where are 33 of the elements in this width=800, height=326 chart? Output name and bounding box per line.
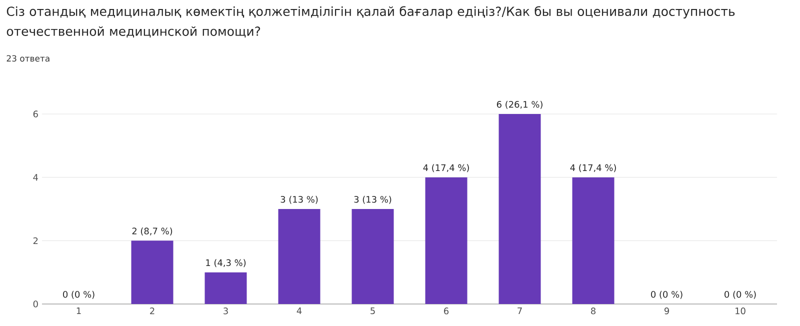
data-label: 3 (13 %) — [280, 196, 318, 204]
x-tick-label: 9 — [664, 308, 669, 314]
chart-title: Сіз отандық медициналық көмектің қолжетімділігін қалай бағалар едіңіз?/Как бы вы оценивали доступность отечественной медицинской помощи? — [6, 6, 735, 38]
bar — [131, 240, 174, 304]
y-tick-label: 6 — [33, 110, 38, 118]
data-label: 0 (0 %) — [724, 290, 756, 299]
bar — [204, 272, 247, 304]
data-label: 0 (0 %) — [651, 290, 682, 299]
y-tick-label: 4 — [33, 174, 38, 181]
data-label: 0 (0 %) — [63, 290, 94, 299]
x-tick-label: 8 — [591, 308, 596, 314]
bar — [278, 209, 320, 304]
x-tick-label: 3 — [224, 308, 228, 314]
x-tick-label: 10 — [736, 308, 746, 314]
x-tick-label: 1 — [76, 308, 81, 314]
data-label: 6 (26,1 %) — [496, 100, 542, 109]
x-tick-label: 5 — [370, 308, 375, 314]
bar — [498, 114, 541, 304]
y-tick-label: 0 — [33, 300, 38, 308]
data-label: 3 (13 %) — [354, 196, 392, 204]
data-label: 4 (17,4 %) — [423, 164, 469, 172]
chart-subtitle: 23 ответа — [6, 55, 50, 62]
x-tick-label: 4 — [296, 308, 302, 314]
x-tick-label: 6 — [444, 308, 449, 314]
bar — [425, 177, 468, 304]
bar — [352, 209, 394, 304]
data-label: 2 (8,7 %) — [132, 227, 172, 236]
x-tick-label: 2 — [150, 308, 154, 314]
x-tick-label: 7 — [518, 308, 522, 314]
data-label: 4 (17,4 %) — [570, 164, 616, 172]
bar — [572, 177, 614, 304]
data-label: 1 (4,3 %) — [206, 259, 246, 268]
y-tick-label: 2 — [33, 237, 38, 244]
